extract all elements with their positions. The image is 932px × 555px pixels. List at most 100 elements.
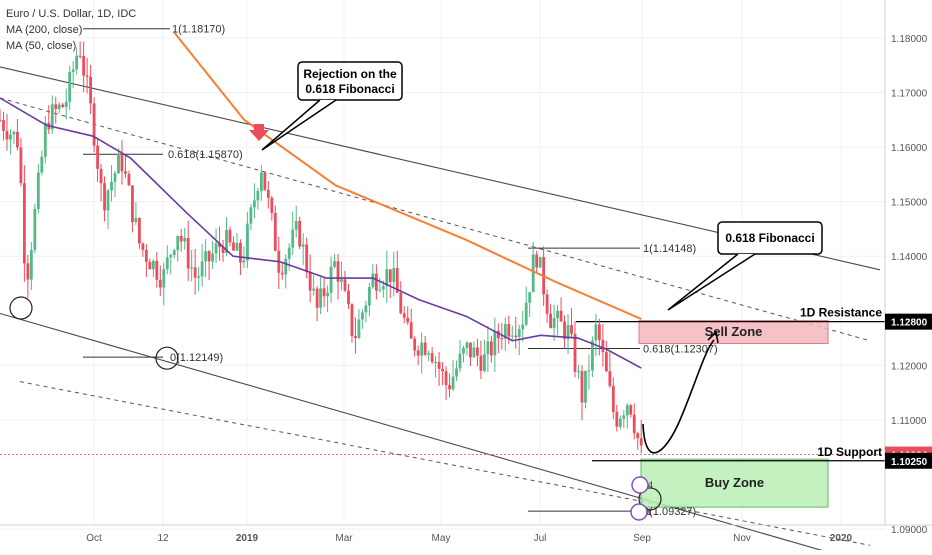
sell-zone <box>638 320 829 344</box>
time-tick-label: Mar <box>335 533 353 544</box>
candle-body-bear <box>563 321 566 340</box>
candle-body-bull <box>29 249 33 280</box>
candle-body-bear <box>343 279 347 291</box>
candle-body-bull <box>200 261 204 277</box>
price-tag-box <box>885 452 932 469</box>
channel-mid-lower-line <box>19 381 871 546</box>
candle-body-bear <box>608 371 612 386</box>
candle-body-bear <box>500 338 504 340</box>
candle-body-bear <box>54 104 58 109</box>
time-tick-label: Jul <box>534 533 547 544</box>
candle-body-bull <box>256 191 260 201</box>
candle-body-bull <box>451 376 455 390</box>
candle-body-bear <box>423 342 427 355</box>
candle-body-bull <box>528 292 532 303</box>
candle-body-bear <box>179 235 183 242</box>
candle-body-bear <box>545 294 549 314</box>
candle-body-bear <box>430 353 434 363</box>
candle-body-bull <box>252 200 256 208</box>
candle-body-bear <box>221 247 225 253</box>
candle-body-bull <box>172 250 176 255</box>
candle-body-bear <box>22 183 26 264</box>
candle-body-bear <box>85 75 89 77</box>
candle-body-bull <box>284 258 288 275</box>
candle-body-bull <box>531 254 535 293</box>
candle-body-bear <box>402 313 406 318</box>
candle-body-bear <box>193 267 197 278</box>
support-label: 1D Support <box>817 445 882 459</box>
time-axis: Oct 12 2019 Mar May Jul Sep Nov 2020 <box>0 524 932 544</box>
candle-body-bull <box>618 418 622 427</box>
candle-body-bear <box>141 243 145 250</box>
candle-body-bull <box>43 122 47 157</box>
callout-box-1 <box>297 61 403 101</box>
candle-body-bull <box>246 223 249 261</box>
callout-pointer-2 <box>667 253 756 311</box>
candle-body-bull <box>371 273 375 288</box>
candle-body-bull <box>204 251 208 262</box>
price-axis: 1.18000 1.17000 1.16000 1.15000 1.14000 1.120… <box>884 0 932 536</box>
candle-body-bear <box>573 333 577 372</box>
candle-body-bear <box>82 56 86 76</box>
candle-body-bear <box>437 361 441 369</box>
resistance-label: 1D Resistance <box>800 306 882 320</box>
candle-body-bull <box>176 235 180 251</box>
circle-marker <box>155 346 179 370</box>
candle-body-bull <box>378 289 382 291</box>
candle-body-bear <box>559 310 563 322</box>
candle-body-bull <box>235 242 239 251</box>
candle-body-bull <box>57 104 61 109</box>
candle-body-bull <box>458 353 462 369</box>
callout-pointer-1 <box>261 99 337 151</box>
candles <box>0 41 643 454</box>
ma50-line <box>0 97 642 369</box>
candle-body-bull <box>340 279 343 282</box>
price-tag-label: 1.12800 <box>891 318 928 329</box>
candle-body-bear <box>476 347 479 356</box>
candle-body-bear <box>273 212 277 251</box>
candle-body-bear <box>305 244 309 273</box>
candle-body-bear <box>347 290 350 305</box>
candle-body-bull <box>9 134 12 140</box>
candle-body-bull <box>259 172 263 192</box>
candle-body-bull <box>472 347 476 358</box>
candle-body-bull <box>162 269 166 288</box>
circle-marker <box>9 296 33 320</box>
candle-body-bear <box>350 304 354 337</box>
candle-body-bull <box>434 361 438 363</box>
candle-body-bear <box>16 131 19 148</box>
candle-body-bear <box>92 103 96 146</box>
projection-arrow <box>642 339 715 454</box>
price-tick-label: 1.11000 <box>891 416 927 427</box>
time-tick-label: Sep <box>633 533 651 544</box>
candle-body-bear <box>399 292 403 314</box>
candle-body-bear <box>207 251 211 262</box>
candle-body-bull <box>326 292 329 297</box>
candle-body-bull <box>319 288 323 308</box>
candle-body-bull <box>117 153 120 174</box>
candle-body-bear <box>144 249 148 262</box>
candle-body-bear <box>186 237 190 269</box>
candle-body-bull <box>242 260 246 263</box>
candle-body-bull <box>151 260 155 270</box>
candle-body-bear <box>507 324 511 337</box>
candle-body-bull <box>169 254 173 258</box>
candle-body-bull <box>462 347 465 354</box>
candle-body-bear <box>570 325 573 334</box>
fib-label: 1(1.18170) <box>172 24 225 36</box>
candle-body-bull <box>225 229 228 253</box>
candle-body-bear <box>158 279 162 288</box>
time-tick-label: 12 <box>157 533 169 544</box>
sell-zone-label: Sell Zone <box>705 324 763 339</box>
candle-body-bull <box>183 237 187 242</box>
candle-body-bull <box>591 340 594 371</box>
event-badge-label: 1 <box>647 507 652 517</box>
candle-body-bear <box>270 197 274 213</box>
candle-body-bear <box>232 242 235 251</box>
candle-body-bear <box>409 322 413 339</box>
price-tick-label: 1.15000 <box>891 198 928 209</box>
